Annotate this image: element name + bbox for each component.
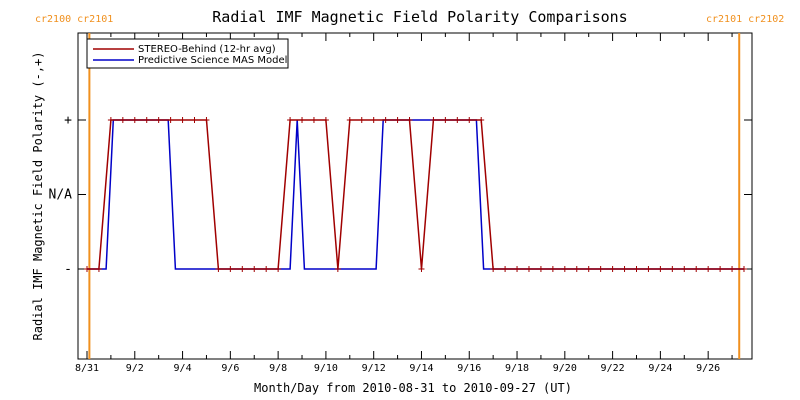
series-point	[657, 266, 664, 272]
y-tick-label: +	[64, 113, 72, 128]
series-point	[191, 117, 198, 123]
series-point	[573, 266, 580, 272]
series-point	[502, 266, 509, 272]
series-point	[729, 266, 736, 272]
series-point	[681, 266, 688, 272]
series-point	[454, 117, 461, 123]
series-point	[478, 117, 485, 123]
x-axis-label: Month/Day from 2010-08-31 to 2010-09-27 …	[254, 381, 572, 395]
series-line-0	[87, 119, 744, 270]
series-point	[215, 266, 222, 272]
carrington-markers: cr2100 cr2101 cr2101 cr2102	[35, 14, 784, 359]
series-point	[633, 266, 640, 272]
series-point	[107, 117, 114, 123]
carrington-label-left: cr2100 cr2101	[35, 14, 113, 25]
series-point	[418, 266, 425, 272]
series-point	[621, 266, 628, 272]
series-point	[585, 266, 592, 272]
series-point	[741, 266, 747, 272]
x-tick-label: 9/26	[696, 363, 720, 374]
x-tick-label: 9/20	[553, 363, 577, 374]
series-point	[95, 266, 102, 272]
series-point	[179, 117, 186, 123]
series-point	[322, 117, 329, 123]
series-point	[310, 117, 317, 123]
x-tick-label: 9/6	[221, 363, 239, 374]
y-axis-label: Radial IMF Magnetic Field Polarity (-,+)	[31, 52, 45, 341]
series-point	[466, 117, 473, 123]
x-axis-ticks: 8/31 9/2 9/4 9/6 9/8 9/10 9/12 9/14 9/16 9/18 9/20…	[75, 33, 733, 374]
carrington-label-right: cr2101 cr2102	[706, 14, 784, 25]
series-point	[358, 117, 365, 123]
chart-title: Radial IMF Magnetic Field Polarity Compa…	[212, 8, 627, 26]
series-point	[406, 117, 413, 123]
series-point	[382, 117, 389, 123]
series-point	[155, 117, 162, 123]
y-tick-label: N/A	[49, 188, 73, 203]
series-point	[299, 117, 306, 123]
series-point	[549, 266, 556, 272]
y-tick-label: -	[64, 262, 72, 277]
legend-box	[86, 38, 289, 69]
series-point	[370, 117, 377, 123]
series-point	[442, 117, 449, 123]
series-point	[609, 266, 616, 272]
series-point	[263, 266, 270, 272]
series-point	[669, 266, 676, 272]
series-point	[143, 117, 150, 123]
x-tick-label: 9/24	[648, 363, 672, 374]
series-point	[514, 266, 521, 272]
series-point	[239, 266, 246, 272]
series-point	[525, 266, 532, 272]
series-point	[597, 266, 604, 272]
x-tick-label: 9/16	[457, 363, 481, 374]
x-tick-label: 9/2	[126, 363, 144, 374]
series-point	[705, 266, 712, 272]
series-point	[287, 117, 294, 123]
series-point	[645, 266, 652, 272]
series-point	[346, 117, 353, 123]
x-tick-label: 9/10	[314, 363, 338, 374]
series-point	[131, 117, 138, 123]
x-tick-label: 9/18	[505, 363, 529, 374]
series-point	[490, 266, 497, 272]
series-point	[334, 266, 341, 272]
series-point	[430, 117, 437, 123]
y-axis-ticks: + N/A -	[49, 113, 752, 277]
plot-frame	[77, 32, 753, 360]
x-tick-label: 8/31	[75, 363, 99, 374]
x-tick-label: 9/12	[362, 363, 386, 374]
x-tick-label: 9/4	[174, 363, 192, 374]
series-point	[251, 266, 258, 272]
series-point	[537, 266, 544, 272]
series-point	[717, 266, 724, 272]
legend-label-model: Predictive Science MAS Model	[138, 55, 287, 66]
legend-label-stereo: STEREO-Behind (12-hr avg)	[138, 44, 276, 55]
x-tick-label: 9/14	[409, 363, 433, 374]
legend: STEREO-Behind (12-hr avg) Predictive Sci…	[86, 38, 289, 69]
series-point	[203, 117, 210, 123]
series-point	[84, 266, 90, 272]
series-point	[167, 117, 174, 123]
series-point	[394, 117, 401, 123]
series-point	[227, 266, 234, 272]
series-point	[561, 266, 568, 272]
x-tick-label: 9/22	[601, 363, 625, 374]
series-point	[693, 266, 700, 272]
series-point	[119, 117, 126, 123]
series-point	[275, 266, 282, 272]
series-layer	[84, 117, 747, 272]
x-tick-label: 9/8	[269, 363, 287, 374]
